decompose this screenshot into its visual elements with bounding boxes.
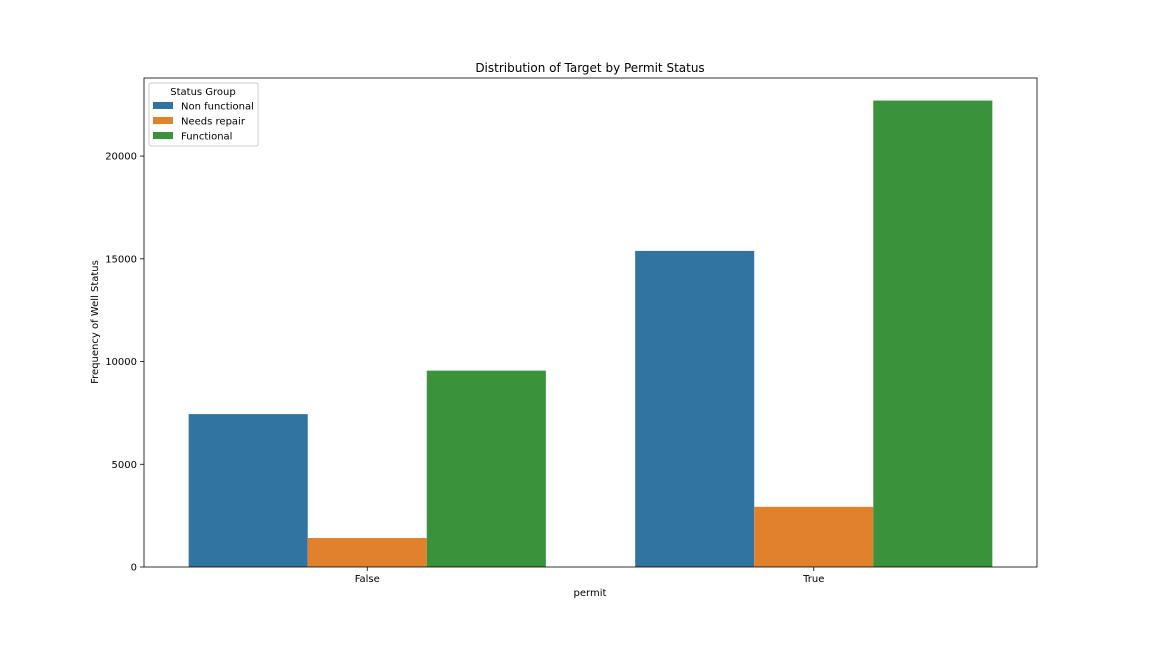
- y-tick-label: 0: [131, 563, 137, 574]
- y-tick-label: 15000: [105, 254, 137, 265]
- legend-swatch: [153, 117, 173, 124]
- legend-label: Needs repair: [181, 117, 246, 128]
- bar-needs-repair-false: [307, 538, 427, 567]
- bar-functional-false: [426, 370, 546, 567]
- x-tick-label: False: [355, 574, 380, 585]
- y-axis-label: Frequency of Well Status: [90, 260, 101, 384]
- bars-group: [188, 100, 993, 568]
- legend-swatch: [153, 132, 173, 139]
- chart-title: Distribution of Target by Permit Status: [475, 61, 704, 75]
- legend-box: [148, 82, 259, 147]
- legend-items: Non functional Needs repair Functional: [153, 102, 254, 143]
- x-axis-label: permit: [574, 588, 607, 599]
- y-tick-label: 5000: [112, 460, 137, 471]
- bar-non-functional-true: [635, 250, 755, 568]
- legend-title: Status Group: [170, 87, 236, 98]
- legend-label: Non functional: [181, 102, 254, 113]
- plot-frame: [143, 77, 1038, 568]
- y-tick-label: 10000: [105, 357, 137, 368]
- y-tick-label: 20000: [105, 152, 137, 163]
- legend: Status Group Non functional Needs repair F…: [148, 82, 259, 147]
- bar-functional-true: [873, 100, 993, 567]
- x-axis-ticks: False True: [355, 567, 824, 585]
- y-axis-ticks: 0 5000 10000 15000 20000: [105, 152, 144, 574]
- legend-label: Functional: [181, 132, 232, 143]
- bar-needs-repair-true: [754, 506, 874, 567]
- legend-swatch: [153, 102, 173, 109]
- x-tick-label: True: [802, 574, 824, 585]
- bar-non-functional-false: [188, 414, 308, 567]
